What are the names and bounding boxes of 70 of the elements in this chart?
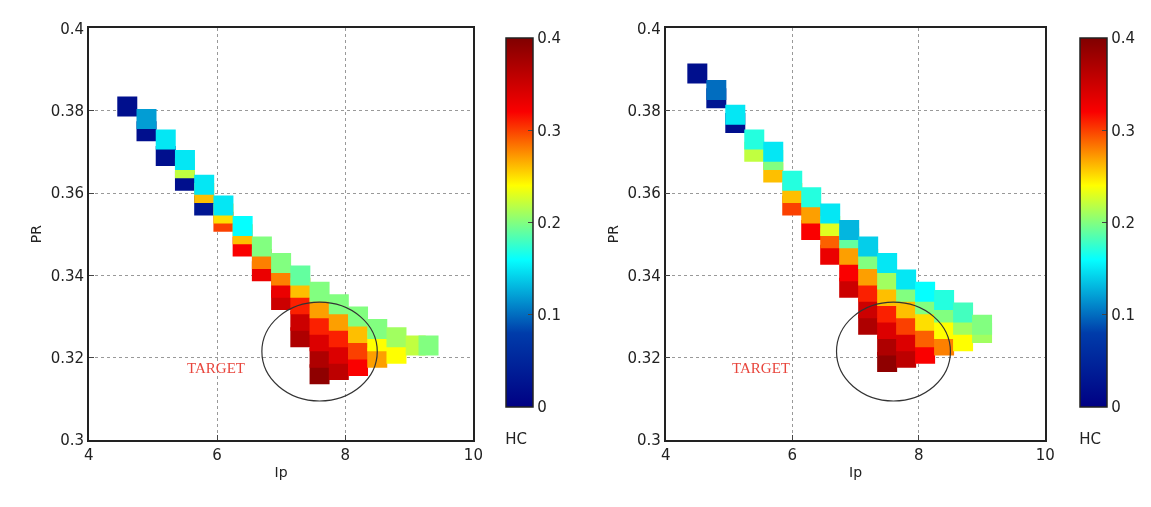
y-tick-label: 0.38 bbox=[627, 101, 661, 120]
point bbox=[972, 314, 993, 335]
y-tick-label: 0.38 bbox=[50, 101, 85, 120]
point bbox=[896, 269, 917, 290]
x-tick-label: 10 bbox=[463, 445, 483, 464]
y-tick-label: 0.36 bbox=[627, 184, 661, 203]
annotation: TARGET bbox=[187, 360, 245, 376]
y-tick-label: 0.34 bbox=[627, 266, 661, 285]
x-tick-label: 8 bbox=[914, 445, 924, 464]
color-bar-label: 0.2 bbox=[537, 213, 562, 232]
x-tick-label: 6 bbox=[212, 445, 222, 464]
color-bar-label: 0.1 bbox=[1111, 306, 1136, 325]
point bbox=[418, 335, 439, 356]
y-axis-title: PR bbox=[27, 224, 44, 244]
color-bar-label: 0.2 bbox=[1111, 213, 1136, 232]
point bbox=[117, 96, 138, 117]
point bbox=[348, 306, 369, 327]
point bbox=[194, 174, 215, 195]
point bbox=[820, 203, 841, 224]
color-bar-label: 0 bbox=[1111, 398, 1121, 417]
color-bar-label: 0.4 bbox=[537, 29, 562, 48]
point bbox=[174, 150, 195, 171]
point bbox=[953, 302, 974, 323]
point bbox=[271, 253, 292, 274]
point bbox=[744, 129, 765, 150]
x-tick-label: 4 bbox=[84, 445, 94, 464]
point bbox=[763, 141, 784, 162]
color-bar-label: 0 bbox=[537, 398, 547, 417]
point bbox=[839, 220, 860, 241]
point bbox=[328, 294, 349, 315]
y-tick-label: 0.32 bbox=[50, 349, 85, 368]
y-tick-label: 0.3 bbox=[637, 431, 661, 450]
point bbox=[386, 327, 407, 348]
y-tick-label: 0.4 bbox=[60, 19, 85, 38]
x-tick-label: 4 bbox=[660, 445, 671, 464]
point bbox=[801, 187, 822, 208]
point bbox=[136, 108, 157, 129]
x-axis-title: Ip bbox=[274, 463, 288, 480]
point bbox=[367, 318, 388, 339]
point bbox=[232, 215, 253, 236]
x-tick-label: 8 bbox=[340, 445, 350, 464]
point bbox=[725, 104, 746, 125]
color-bar-label: 0.1 bbox=[537, 306, 562, 325]
x-tick-label: 10 bbox=[1035, 445, 1055, 464]
annotation: TARGET bbox=[732, 360, 790, 376]
x-tick-label: 6 bbox=[787, 445, 798, 464]
y-tick-label: 0.3 bbox=[60, 431, 85, 450]
point bbox=[706, 80, 727, 101]
color-bar-title: HC bbox=[1079, 430, 1101, 449]
color-bar-label: 0.4 bbox=[1111, 29, 1136, 48]
color-bar-label: 0.3 bbox=[537, 121, 562, 140]
color-bar-label: 0.3 bbox=[1111, 121, 1136, 140]
point bbox=[934, 290, 955, 311]
point bbox=[309, 281, 330, 302]
y-tick-label: 0.32 bbox=[627, 349, 661, 368]
point bbox=[915, 281, 936, 302]
y-tick-label: 0.34 bbox=[50, 266, 85, 285]
color-bar-title: HC bbox=[505, 430, 528, 449]
y-tick-label: 0.36 bbox=[50, 184, 85, 203]
point bbox=[782, 170, 803, 191]
y-tick-label: 0.4 bbox=[637, 19, 661, 38]
x-axis-title: Ip bbox=[849, 463, 863, 480]
point bbox=[155, 129, 176, 150]
point bbox=[251, 236, 272, 257]
point bbox=[858, 236, 879, 257]
point bbox=[290, 265, 311, 286]
point bbox=[687, 63, 708, 84]
point bbox=[877, 253, 898, 274]
y-axis-title: PR bbox=[604, 224, 621, 244]
point bbox=[213, 195, 234, 216]
